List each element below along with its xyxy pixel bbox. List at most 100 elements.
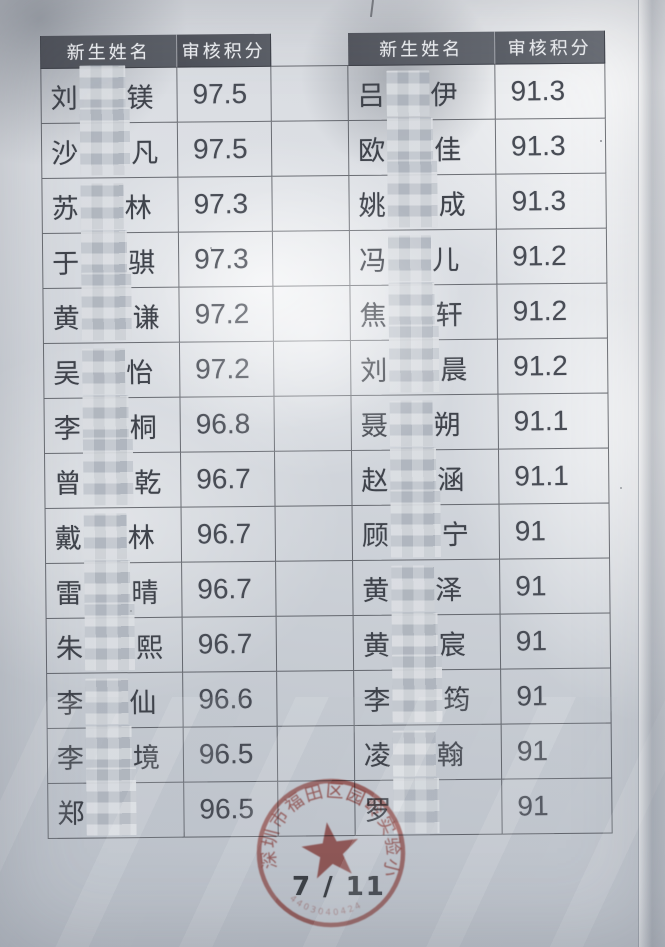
name-visible-prefix: 欧 — [357, 135, 387, 166]
name-visible-prefix: 刘 — [360, 355, 389, 386]
header-gap-cell — [270, 33, 349, 67]
gap-cell — [274, 396, 352, 452]
gap-cell — [277, 671, 355, 727]
student-name-cell: 李筠 — [354, 654, 502, 727]
censor-mosaic — [82, 348, 126, 395]
name-visible-prefix: 郑 — [57, 798, 86, 829]
right-score-column-header: 审核积分 — [494, 30, 606, 65]
name-visible-prefix: 李 — [56, 743, 86, 774]
name-visible-suffix: 宸 — [438, 629, 468, 660]
name-visible-suffix: 翰 — [436, 739, 466, 770]
name-visible-suffix: 怡 — [126, 357, 155, 388]
name-visible-prefix: 聂 — [360, 410, 389, 441]
censor-mosaic — [84, 602, 136, 671]
left-name-column-header: 新生姓名 — [40, 34, 178, 69]
gap-cell — [271, 66, 349, 122]
gap-cell — [273, 286, 351, 342]
name-visible-prefix: 于 — [52, 248, 81, 279]
score-table: 新生姓名 审核积分 新生姓名 审核积分 刘镁 97.5 吕伊 91.3 沙凡 97.5 欧佳… — [40, 30, 613, 839]
censor-mosaic — [82, 437, 134, 506]
name-visible-prefix: 沙 — [50, 138, 80, 169]
censor-mosaic — [391, 565, 435, 612]
name-visible-suffix: 谦 — [132, 302, 161, 333]
page-number: 7 / 11 — [292, 872, 386, 902]
name-visible-prefix: 凌 — [363, 740, 393, 771]
score-cell: 91 — [502, 778, 613, 835]
name-visible-prefix: 冯 — [359, 245, 388, 276]
score-cell: 97.2 — [179, 286, 274, 343]
censor-mosaic — [386, 70, 430, 117]
score-cell: 96.7 — [182, 616, 278, 673]
stamp-ring — [256, 778, 406, 928]
score-cell: 91 — [501, 723, 613, 780]
student-name-cell: 顾宁 — [352, 489, 501, 562]
name-visible-prefix: 李 — [363, 685, 392, 716]
name-visible-suffix: 林 — [127, 522, 156, 553]
name-visible-prefix: 李 — [53, 413, 82, 444]
name-visible-suffix: 乾 — [134, 467, 163, 498]
student-name-cell: 黄谦 — [42, 272, 180, 344]
student-name-cell: 李仙 — [46, 672, 184, 729]
gap-cell — [273, 341, 352, 397]
score-cell: 91 — [500, 613, 612, 670]
censor-mosaic — [81, 272, 132, 341]
name-visible-prefix: 赵 — [361, 465, 390, 496]
score-cell: 91 — [500, 558, 611, 615]
gap-cell — [275, 451, 353, 507]
score-cell: 91.2 — [497, 283, 608, 340]
score-cell: 91 — [499, 503, 611, 560]
score-cell: 96.6 — [183, 671, 278, 728]
name-visible-suffix: 伊 — [430, 79, 459, 110]
censor-mosaic — [80, 183, 124, 230]
name-visible-prefix: 刘 — [50, 83, 79, 114]
name-visible-prefix: 黄 — [362, 630, 392, 661]
plastic-fold-edge — [639, 0, 665, 947]
name-visible-prefix: 雷 — [55, 578, 84, 609]
name-visible-prefix: 吕 — [357, 80, 386, 111]
student-name-cell: 郑 — [47, 767, 185, 839]
gap-cell — [272, 176, 350, 232]
name-visible-suffix: 桐 — [129, 412, 158, 443]
censor-mosaic — [390, 489, 442, 558]
score-cell: 91.3 — [495, 118, 607, 175]
name-visible-suffix: 凡 — [130, 137, 160, 168]
score-cell: 96.8 — [180, 396, 276, 453]
gap-cell — [276, 616, 355, 672]
student-name-cell: 戴林 — [44, 507, 183, 564]
student-name-cell: 吕伊 — [348, 64, 496, 122]
name-visible-suffix: 宁 — [441, 519, 470, 550]
name-visible-prefix: 黄 — [362, 575, 391, 606]
score-cell: 91.3 — [495, 63, 606, 120]
score-cell: 97.5 — [177, 66, 272, 123]
score-cell: 91.1 — [498, 393, 609, 450]
name-visible-suffix: 骐 — [128, 247, 157, 278]
name-visible-suffix: 晴 — [131, 577, 160, 608]
name-visible-prefix: 黄 — [52, 303, 81, 334]
gap-cell — [271, 121, 350, 177]
student-name-cell: 冯儿 — [349, 229, 498, 287]
name-visible-suffix: 儿 — [432, 244, 461, 275]
name-visible-suffix: 境 — [132, 742, 162, 773]
student-name-cell: 曾乾 — [44, 437, 182, 509]
name-visible-prefix: 顾 — [361, 520, 390, 551]
student-name-cell: 黄泽 — [353, 559, 501, 617]
name-visible-suffix: 晨 — [440, 354, 469, 385]
name-visible-suffix: 林 — [124, 192, 153, 223]
score-cell: 97.2 — [179, 341, 275, 398]
name-visible-prefix: 曾 — [54, 468, 83, 499]
gap-cell — [272, 231, 351, 287]
right-name-column-header: 新生姓名 — [347, 31, 496, 67]
censor-mosaic — [83, 513, 128, 560]
gap-cell — [276, 561, 354, 617]
censor-mosaic — [85, 678, 129, 725]
name-visible-suffix: 佳 — [433, 134, 463, 165]
name-visible-prefix: 焦 — [359, 300, 388, 331]
name-visible-suffix: 筠 — [443, 684, 472, 715]
student-name-cell: 苏林 — [41, 177, 179, 234]
censor-mosaic — [86, 767, 137, 836]
score-cell: 97.3 — [178, 231, 274, 288]
censor-mosaic — [389, 400, 433, 447]
score-cell: 91 — [501, 668, 612, 725]
score-cell: 91.3 — [496, 173, 607, 230]
